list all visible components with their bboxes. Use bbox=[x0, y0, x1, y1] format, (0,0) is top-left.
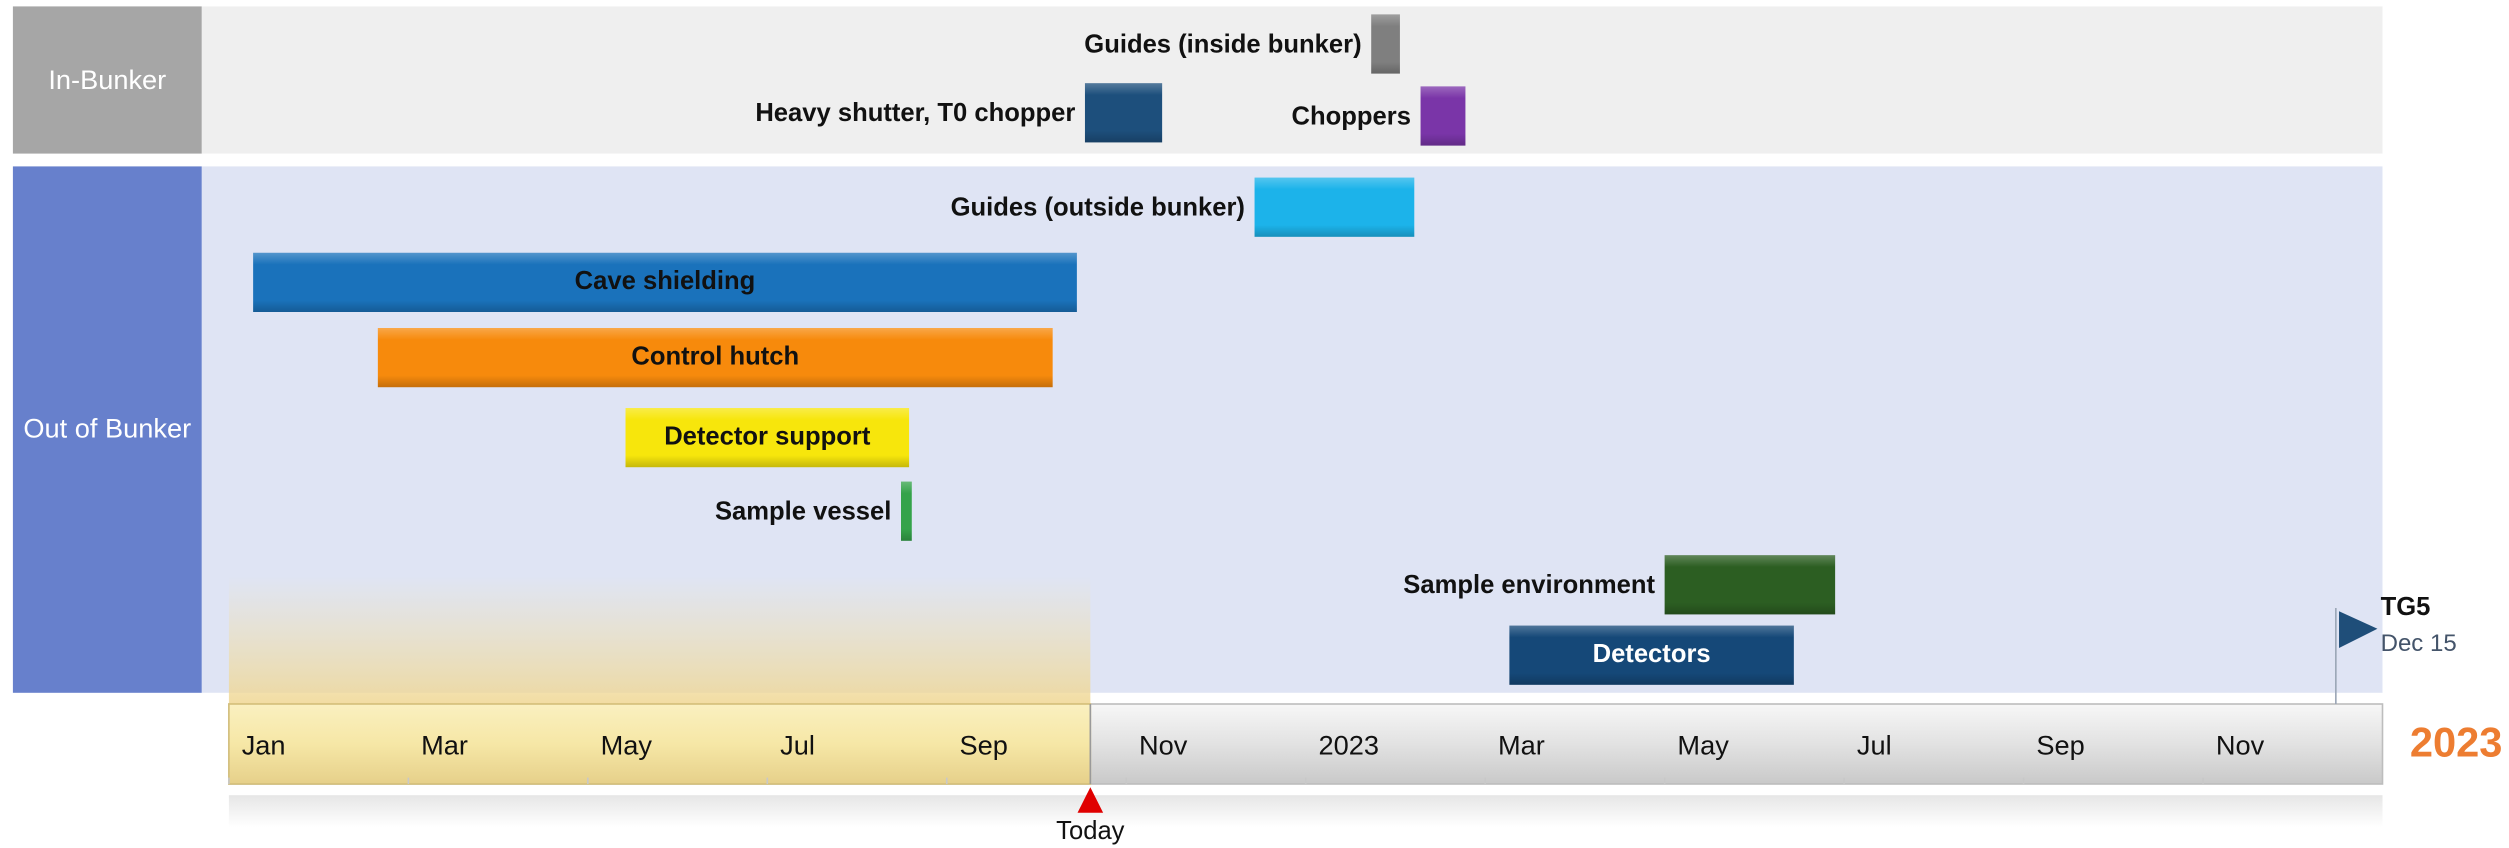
group-header bbox=[12, 6, 202, 154]
today-marker bbox=[1077, 787, 1104, 813]
x-tick-label: Nov bbox=[2216, 729, 2265, 760]
task-bevel bbox=[901, 481, 912, 541]
task-label: Sample environment bbox=[1403, 571, 1655, 599]
milestone-flag bbox=[2339, 611, 2378, 648]
task-label: Detectors bbox=[1593, 640, 1711, 668]
axis-past bbox=[228, 703, 1092, 785]
milestone-date: Dec 15 bbox=[2381, 630, 2457, 657]
x-tick-label: May bbox=[601, 729, 653, 760]
task-bevel bbox=[1371, 14, 1400, 74]
x-tick-label: Mar bbox=[421, 729, 468, 760]
x-tick-label: May bbox=[1677, 729, 1729, 760]
task-label: Guides (outside bunker) bbox=[951, 194, 1245, 222]
group-label: In-Bunker bbox=[48, 64, 166, 95]
group-header bbox=[12, 166, 202, 693]
task-bevel bbox=[1084, 83, 1163, 143]
task-bevel bbox=[377, 328, 1053, 388]
task-label: Control hutch bbox=[631, 342, 799, 370]
x-tick-label: 2023 bbox=[1319, 729, 1379, 760]
group-label: Out of Bunker bbox=[23, 413, 191, 444]
x-tick-label: Sep bbox=[2036, 729, 2084, 760]
axis-shadow bbox=[228, 795, 2383, 828]
x-tick-label: Mar bbox=[1498, 729, 1545, 760]
group-band bbox=[201, 6, 2383, 154]
task-bevel bbox=[1420, 86, 1466, 146]
task-label: Cave shielding bbox=[575, 267, 756, 295]
x-tick-label: Sep bbox=[960, 729, 1008, 760]
past-shade bbox=[228, 576, 1091, 704]
task-bevel bbox=[1664, 555, 1836, 615]
x-tick-label: Jul bbox=[780, 729, 815, 760]
x-tick-label: Jul bbox=[1857, 729, 1892, 760]
year-label: 2023 bbox=[2410, 719, 2503, 766]
task-label: Detector support bbox=[664, 422, 871, 450]
x-tick-label: Nov bbox=[1139, 729, 1188, 760]
task-label: Choppers bbox=[1292, 102, 1411, 130]
today-label: Today bbox=[1056, 817, 1124, 845]
task-bevel bbox=[1509, 625, 1794, 685]
milestone-name: TG5 bbox=[2381, 593, 2431, 621]
task-bevel bbox=[625, 408, 910, 468]
task-bevel bbox=[253, 252, 1077, 312]
x-tick-label: Jan bbox=[242, 729, 286, 760]
task-label: Sample vessel bbox=[715, 498, 891, 526]
task-label: Heavy shutter, T0 chopper bbox=[755, 99, 1075, 127]
task-bevel bbox=[1254, 177, 1415, 237]
task-label: Guides (inside bunker) bbox=[1084, 30, 1361, 58]
